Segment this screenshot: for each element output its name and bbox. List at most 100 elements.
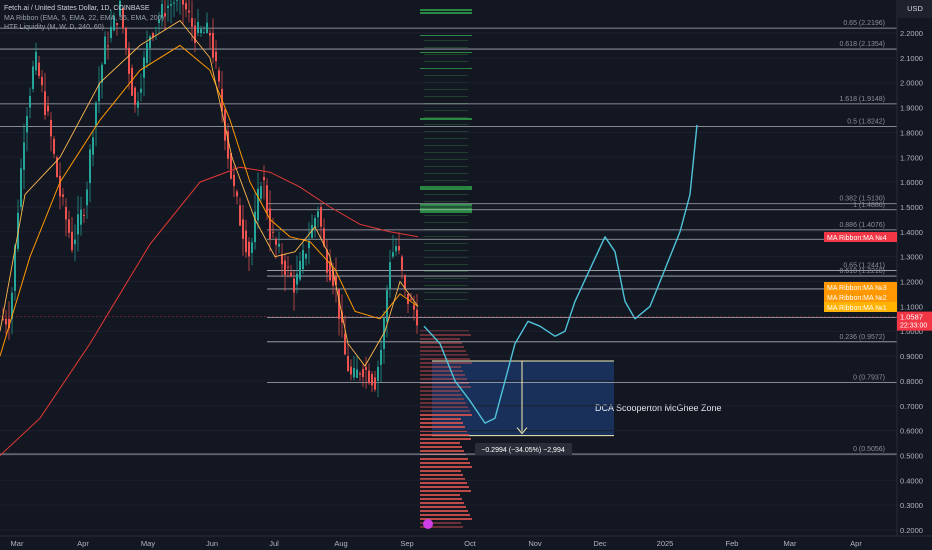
candle-body <box>206 22 208 33</box>
candle-body <box>209 33 211 36</box>
liquidity-bar <box>420 446 462 448</box>
liquidity-bar <box>420 498 462 500</box>
liquidity-marker <box>423 519 433 529</box>
projection-curve <box>423 124 698 424</box>
candle-body <box>290 272 292 277</box>
liquidity-bar <box>424 208 468 209</box>
candle-body <box>86 189 88 206</box>
candle-body <box>371 374 373 386</box>
liquidity-bar <box>420 394 462 396</box>
liquidity-bar <box>420 466 472 468</box>
candle-body <box>182 0 184 5</box>
chart-legend: Fetch.ai / United States Dollar, 1D, COI… <box>4 4 164 33</box>
candle-body <box>38 62 40 76</box>
time-tick-9: Dec <box>593 539 607 548</box>
fib-level-label: 0.886 (1.4076) <box>839 222 885 229</box>
time-tick-7: Oct <box>464 539 477 548</box>
htf-liquidity-layer <box>420 9 472 529</box>
liquidity-bar <box>420 390 460 392</box>
candle-body <box>203 32 205 34</box>
fib-level-label: 1.618 (1.9148) <box>839 96 885 103</box>
indicator-ma-ribbon[interactable]: MA Ribbon (EMA, 5, EMA, 22, EMA, 55, EMA… <box>4 14 164 22</box>
price-tick-8: 1.4000 <box>900 228 923 237</box>
liquidity-bar <box>424 194 468 195</box>
candle-body <box>230 153 232 179</box>
liquidity-bar <box>420 398 464 400</box>
liquidity-bar <box>420 52 472 53</box>
candle-body <box>101 64 103 83</box>
price-tick-10: 1.2000 <box>900 278 923 287</box>
candle-body <box>95 102 97 127</box>
candle-body <box>131 67 133 96</box>
time-tick-11: Feb <box>726 539 739 548</box>
candle-body <box>173 2 175 4</box>
indicator-htf-liquidity[interactable]: HTF Liquidity (M, W, D, 240, 60) <box>4 24 104 31</box>
candle-body <box>14 245 16 291</box>
candle-body <box>53 138 55 154</box>
time-axis[interactable]: Mar Apr May Jun Jul Aug Sep Oct Nov Dec 2025 Feb Mar… <box>0 535 932 550</box>
ma-200-line <box>0 166 419 456</box>
candle-body <box>47 105 49 112</box>
liquidity-bar <box>420 12 472 14</box>
candle-body <box>293 278 295 293</box>
liquidity-bar <box>420 458 468 460</box>
time-tick-10: 2025 <box>657 539 674 548</box>
candle-body <box>155 27 157 29</box>
liquidity-bar <box>420 450 464 452</box>
price-tick-13: 0.9000 <box>900 352 923 361</box>
candle-body <box>227 131 229 159</box>
liquidity-bar <box>420 462 470 464</box>
candle-body <box>302 249 304 270</box>
symbol-title[interactable]: Fetch.ai / United States Dollar, 1D, COI… <box>4 5 150 12</box>
price-tick-12: 1.0000 <box>900 327 923 336</box>
measure-tool[interactable]: −0.2994 (−34.05%) −2,994 <box>475 361 572 455</box>
ma-ribbon <box>0 20 419 456</box>
candle-body <box>8 318 10 329</box>
price-tick-20: 0.2000 <box>900 526 923 535</box>
time-tick-4: Jul <box>269 539 279 548</box>
candle-body <box>326 249 328 273</box>
candle-body <box>23 142 25 170</box>
time-tick-8: Nov <box>528 539 542 548</box>
liquidity-bar <box>420 526 463 528</box>
liquidity-bar <box>420 506 466 508</box>
candle-body <box>146 43 148 63</box>
candle-body <box>110 26 112 38</box>
time-tick-3: Jun <box>206 539 218 548</box>
time-tick-2: May <box>141 539 155 548</box>
price-tick-5: 1.7000 <box>900 153 923 162</box>
liquidity-bar <box>424 264 468 265</box>
candle-body <box>251 242 253 253</box>
liquidity-bar <box>424 222 468 223</box>
liquidity-bar <box>424 201 468 202</box>
price-tick-16: 0.6000 <box>900 427 923 436</box>
candle-body <box>191 18 193 27</box>
liquidity-bar <box>420 366 461 368</box>
liquidity-bar <box>420 438 471 440</box>
candle-body <box>416 309 418 326</box>
price-tick-19: 0.3000 <box>900 501 923 510</box>
liquidity-bar <box>420 9 472 11</box>
currency-label[interactable]: USD <box>898 0 932 18</box>
liquidity-bar <box>424 110 468 111</box>
candle-body <box>401 256 403 271</box>
liquidity-bar <box>424 187 468 188</box>
time-tick-0: Mar <box>11 539 24 548</box>
liquidity-bar <box>424 54 468 55</box>
candle-body <box>50 119 52 137</box>
candle-body <box>398 246 400 251</box>
time-tick-12: Mar <box>784 539 797 548</box>
candle-body <box>134 87 136 105</box>
liquidity-bar <box>420 442 460 444</box>
ma-tag-3 <box>824 292 897 302</box>
price-tick-7: 1.5000 <box>900 203 923 212</box>
candle-body <box>104 36 106 65</box>
liquidity-bar <box>420 434 469 436</box>
fib-level-label: 0.382 (1.5130) <box>839 196 885 203</box>
liquidity-bar <box>420 474 463 476</box>
candle-body <box>413 304 415 310</box>
liquidity-bar <box>424 229 468 230</box>
liquidity-bar <box>420 470 461 472</box>
